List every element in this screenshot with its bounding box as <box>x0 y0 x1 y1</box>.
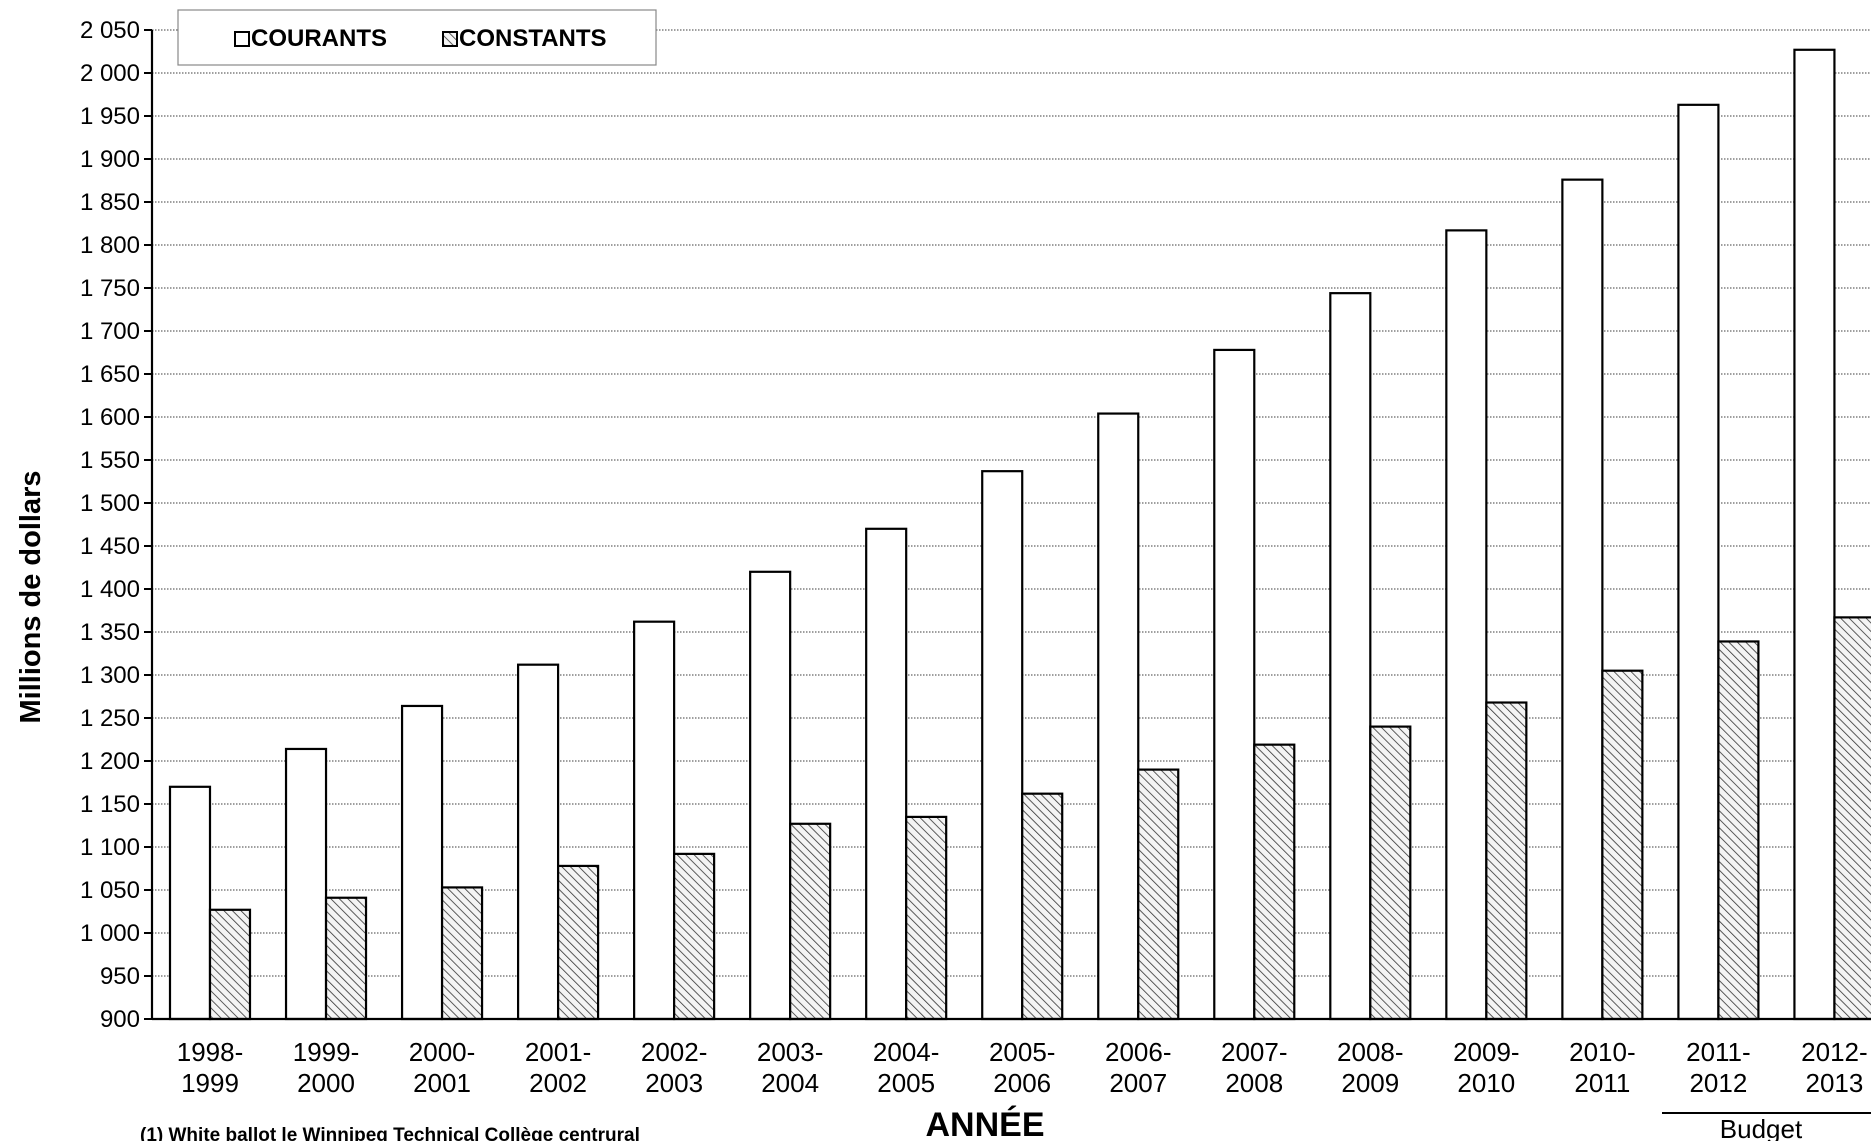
x-tick-label-line1: 2011- <box>1686 1037 1751 1067</box>
x-tick-label-line2: 2001 <box>413 1068 471 1098</box>
x-tick-label-line2: 2005 <box>877 1068 935 1098</box>
legend-swatch-constants <box>442 31 458 47</box>
bar-constants <box>789 822 832 1021</box>
bar-courants <box>981 470 1024 1021</box>
y-tick-label: 2 000 <box>80 60 140 87</box>
legend-label-constants: CONSTANTS <box>459 25 607 52</box>
y-tick-label: 2 050 <box>80 17 140 44</box>
x-tick-label-line1: 2006- <box>1105 1037 1172 1067</box>
y-tick-label: 1 100 <box>80 834 140 861</box>
bar-courants <box>1561 178 1604 1021</box>
x-tick-label-line2: 2002 <box>529 1068 587 1098</box>
bar-courants <box>400 704 444 1021</box>
y-tick-label: 900 <box>100 1006 140 1033</box>
bar-courants <box>516 663 560 1021</box>
x-tick-label-line2: 1999 <box>181 1068 239 1098</box>
bar-courants <box>1097 412 1140 1021</box>
legend-box <box>177 9 657 66</box>
x-tick-label-line1: 2012- <box>1801 1037 1868 1067</box>
bar-courants <box>284 747 328 1021</box>
bar-courants <box>168 785 212 1021</box>
x-tick-label-line2: 2013 <box>1806 1068 1864 1098</box>
legend-swatch-courants <box>234 31 250 47</box>
y-tick-label: 1 600 <box>80 404 140 431</box>
x-tick-label-line2: 2010 <box>1457 1068 1515 1098</box>
footnote: (1) White ballot le Winnipeg Technical C… <box>140 1125 640 1141</box>
y-tick-label: 1 450 <box>80 533 140 560</box>
y-tick-label: 1 200 <box>80 748 140 775</box>
x-tick-label-line1: 2010- <box>1569 1037 1636 1067</box>
legend-label-courants: COURANTS <box>251 25 387 52</box>
bars <box>168 48 1871 1021</box>
y-tick-label: 1 150 <box>80 791 140 818</box>
y-tick-label: 1 300 <box>80 662 140 689</box>
bar-constants <box>1253 743 1296 1021</box>
x-tick-label-line1: 1998- <box>177 1037 244 1067</box>
bar-courants <box>1445 229 1488 1021</box>
x-tick-label-line1: 2005- <box>989 1037 1056 1067</box>
x-tick-label-line2: 2003 <box>645 1068 703 1098</box>
y-tick-label: 950 <box>100 963 140 990</box>
axes <box>150 30 1871 1021</box>
bar-constants <box>1601 669 1644 1021</box>
x-tick-label-line1: 2009- <box>1453 1037 1520 1067</box>
bar-courants <box>1329 292 1372 1021</box>
x-tick-label-line2: 2009 <box>1341 1068 1399 1098</box>
budget-label: Budget <box>1720 1114 1803 1141</box>
bar-constants <box>905 815 948 1021</box>
x-tick-label-line1: 2003- <box>757 1037 824 1067</box>
y-tick-label: 1 500 <box>80 490 140 517</box>
x-tick-label-line2: 2011 <box>1574 1068 1630 1098</box>
x-tick-label-line2: 2012 <box>1689 1068 1747 1098</box>
x-tick-label-line2: 2000 <box>297 1068 355 1098</box>
x-axis-category-labels: 1998-1999 1999-2000 2000-2001 2001-2002 2002… <box>177 1037 1868 1098</box>
bar-constants <box>1717 640 1760 1021</box>
x-tick-label-line1: 2001- <box>525 1037 592 1067</box>
x-tick-label-line1: 2008- <box>1337 1037 1404 1067</box>
x-tick-label-line1: 2007- <box>1221 1037 1288 1067</box>
bar-constants <box>556 864 600 1021</box>
y-tick-label: 1 000 <box>80 920 140 947</box>
x-tick-label-line1: 2004- <box>873 1037 940 1067</box>
y-tick-label: 1 650 <box>80 361 140 388</box>
y-tick-label: 1 550 <box>80 447 140 474</box>
x-tick-label-line1: 2002- <box>641 1037 708 1067</box>
x-tick-label-line1: 1999- <box>293 1037 360 1067</box>
bar-constants <box>1485 701 1528 1021</box>
y-tick-label: 1 400 <box>80 576 140 603</box>
y-tick-label: 1 750 <box>80 275 140 302</box>
legend: COURANTS CONSTANTS <box>177 9 657 66</box>
x-tick-label-line2: 2008 <box>1225 1068 1283 1098</box>
bar-courants <box>865 527 908 1021</box>
y-tick-label: 1 350 <box>80 619 140 646</box>
y-tick-label: 1 050 <box>80 877 140 904</box>
bar-courants <box>633 620 676 1021</box>
y-tick-label: 1 250 <box>80 705 140 732</box>
bar-constants <box>1137 768 1180 1021</box>
bar-constants <box>324 896 368 1021</box>
bar-constants <box>673 852 716 1021</box>
y-tick-label: 1 900 <box>80 146 140 173</box>
y-tick-label: 1 850 <box>80 189 140 216</box>
y-axis-title: Millions de dollars <box>15 471 47 724</box>
y-tick-label: 1 700 <box>80 318 140 345</box>
bar-constants <box>1369 725 1412 1021</box>
bar-constants <box>1833 616 1871 1021</box>
bar-constants <box>1021 792 1064 1021</box>
y-axis-ticks: 900 950 1 000 1 050 1 100 1 150 1 200 1 250 1 30… <box>80 17 152 1033</box>
bar-constants <box>208 908 252 1021</box>
x-tick-label-line2: 2007 <box>1109 1068 1167 1098</box>
x-tick-label-line2: 2006 <box>993 1068 1051 1098</box>
x-tick-label-line1: 2000- <box>409 1037 476 1067</box>
x-axis-title: ANNÉE <box>925 1106 1044 1141</box>
bar-courants <box>1793 48 1836 1021</box>
x-tick-label-line2: 2004 <box>761 1068 819 1098</box>
y-tick-label: 1 950 <box>80 103 140 130</box>
bar-courants <box>1677 103 1720 1021</box>
bar-courants <box>749 570 792 1021</box>
bar-courants <box>1213 348 1256 1021</box>
y-tick-label: 1 800 <box>80 232 140 259</box>
bar-constants <box>440 886 484 1021</box>
